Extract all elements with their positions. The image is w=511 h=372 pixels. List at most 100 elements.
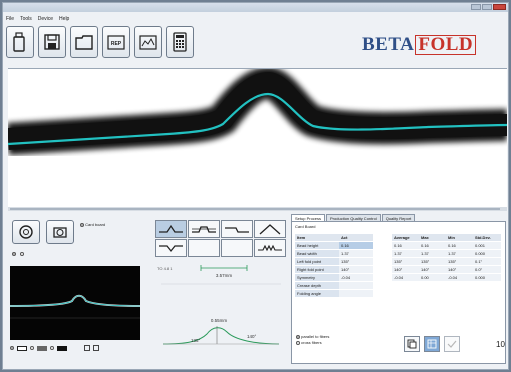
stat-min: 1.37: [446, 250, 473, 258]
radio-cross[interactable]: [296, 340, 300, 345]
bottom-right-value: 10: [496, 340, 505, 349]
quality-tabs: Setup Process Production Quality Control…: [291, 214, 416, 221]
row-act[interactable]: 140°: [339, 266, 373, 274]
profile-type-empty-2[interactable]: [221, 239, 253, 257]
profile-type-double[interactable]: [188, 220, 220, 238]
stat-min: 135°: [446, 258, 473, 266]
preview-controls: [10, 345, 99, 351]
refresh-icon: [19, 225, 33, 239]
open-folder-button[interactable]: [70, 26, 98, 58]
profile-type-bead[interactable]: [155, 220, 187, 238]
refresh-button[interactable]: [12, 220, 40, 244]
report-icon: REP: [107, 35, 125, 50]
col-header-stddev: Std.Dev.: [473, 234, 501, 242]
checkmark-icon: [447, 340, 457, 348]
save-button[interactable]: [38, 26, 66, 58]
calculator-button[interactable]: [166, 26, 194, 58]
swatch-black[interactable]: [57, 345, 67, 351]
profile-type-wave[interactable]: [254, 239, 286, 257]
report-button[interactable]: REP: [102, 26, 130, 58]
row-name: Left fold point: [295, 258, 339, 266]
betafold-logo: BETA FOLD: [362, 34, 477, 56]
menu-help[interactable]: Help: [59, 16, 70, 22]
col-header-min: Min: [446, 234, 473, 242]
row-name: Folding angle: [295, 290, 339, 298]
board-label: Card Board: [295, 224, 316, 229]
tab-setup-process[interactable]: Setup Process: [291, 214, 326, 221]
graph-icon: [139, 35, 157, 50]
profile-type-groove[interactable]: [155, 239, 187, 257]
preview-radio-2[interactable]: [30, 346, 34, 350]
mini-radio-1[interactable]: [12, 252, 16, 256]
camera-icon: [53, 227, 67, 238]
parallel-label: parallel to fibers: [301, 334, 330, 339]
stat-avg: 0.16: [392, 242, 419, 250]
orientation-option-cross[interactable]: cross fibers: [296, 340, 329, 346]
stat-max: 135°: [419, 258, 446, 266]
graph-button[interactable]: [134, 26, 162, 58]
copy-button[interactable]: [404, 336, 420, 352]
preview-radio-3[interactable]: [50, 346, 54, 350]
orientation-option-parallel[interactable]: parallel to fibers: [296, 334, 329, 340]
report-icon-label: REP: [111, 41, 122, 47]
mode-radio[interactable]: [80, 222, 84, 227]
row-name: Bead width: [295, 250, 339, 258]
preview-radio-1[interactable]: [10, 346, 14, 350]
stat-std: 0.000: [473, 274, 501, 282]
radio-parallel[interactable]: [296, 334, 300, 339]
stat-max: 0.16: [419, 242, 446, 250]
measurement-table: Item Act Bead height 0.16 Bead width 1.3…: [295, 234, 373, 298]
folder-icon: [75, 35, 93, 50]
double-crease-icon: [192, 226, 216, 233]
stat-avg: 1.37: [392, 250, 419, 258]
stat-std: 0.1°: [473, 258, 501, 266]
profile-type-peak[interactable]: [254, 220, 286, 238]
maximize-button[interactable]: [482, 4, 492, 10]
swatch-gray[interactable]: [37, 345, 47, 351]
camera-button[interactable]: [46, 220, 74, 244]
stat-max: 140°: [419, 266, 446, 274]
stat-min: -0.04: [446, 274, 473, 282]
row-act[interactable]: 135°: [339, 258, 373, 266]
swatch-white[interactable]: [17, 345, 27, 351]
plot-horizontal-scrollbar[interactable]: [8, 207, 507, 211]
col-header-act: Act: [339, 234, 373, 242]
col-header-average: Average: [392, 234, 419, 242]
stat-max: 0.00: [419, 274, 446, 282]
scrollbar-thumb[interactable]: [10, 208, 500, 210]
tab-production-quality-control[interactable]: Production Quality Control: [326, 214, 381, 221]
stat-std: 0.001: [473, 242, 501, 250]
measurement-diagram: TO 4.8 1 3.57mm 0.55mm 135° 140°: [157, 265, 281, 345]
window-controls: [471, 4, 506, 10]
profile-type-empty-1[interactable]: [188, 239, 220, 257]
mode-option[interactable]: Card board: [80, 222, 105, 227]
row-act[interactable]: -0.04: [339, 274, 373, 282]
check-button[interactable]: [444, 336, 460, 352]
menu-file[interactable]: File: [6, 16, 15, 22]
col-header-max: Max: [419, 234, 446, 242]
profile-scan-plot[interactable]: [6, 66, 508, 208]
mini-radio-2[interactable]: [20, 252, 24, 256]
menu-device[interactable]: Device: [37, 16, 54, 22]
preview-checkbox-2[interactable]: [93, 345, 99, 351]
profile-type-step[interactable]: [221, 220, 253, 238]
row-act[interactable]: 1.37: [339, 250, 373, 258]
ruler-left-label: TO 4.8 1: [157, 266, 173, 271]
mode-label: Card board: [85, 222, 106, 227]
preview-checkbox[interactable]: [84, 345, 90, 351]
close-button[interactable]: [493, 4, 506, 10]
minimize-button[interactable]: [471, 4, 481, 10]
row-name: Crease depth: [295, 282, 339, 290]
bottle-icon: [13, 32, 25, 52]
tab-quality-report[interactable]: Quality Report: [381, 214, 416, 221]
stat-min: 140°: [446, 266, 473, 274]
row-act[interactable]: [339, 282, 373, 290]
row-act[interactable]: 0.16: [339, 242, 373, 250]
quality-panel: Setup Process Production Quality Control…: [291, 214, 506, 364]
bottle-button[interactable]: [6, 26, 34, 58]
menu-tools[interactable]: Tools: [20, 16, 32, 22]
table-view-button[interactable]: [424, 336, 440, 352]
cross-label: cross fibers: [301, 340, 322, 345]
table-icon: [427, 339, 437, 349]
row-act[interactable]: [339, 290, 373, 298]
